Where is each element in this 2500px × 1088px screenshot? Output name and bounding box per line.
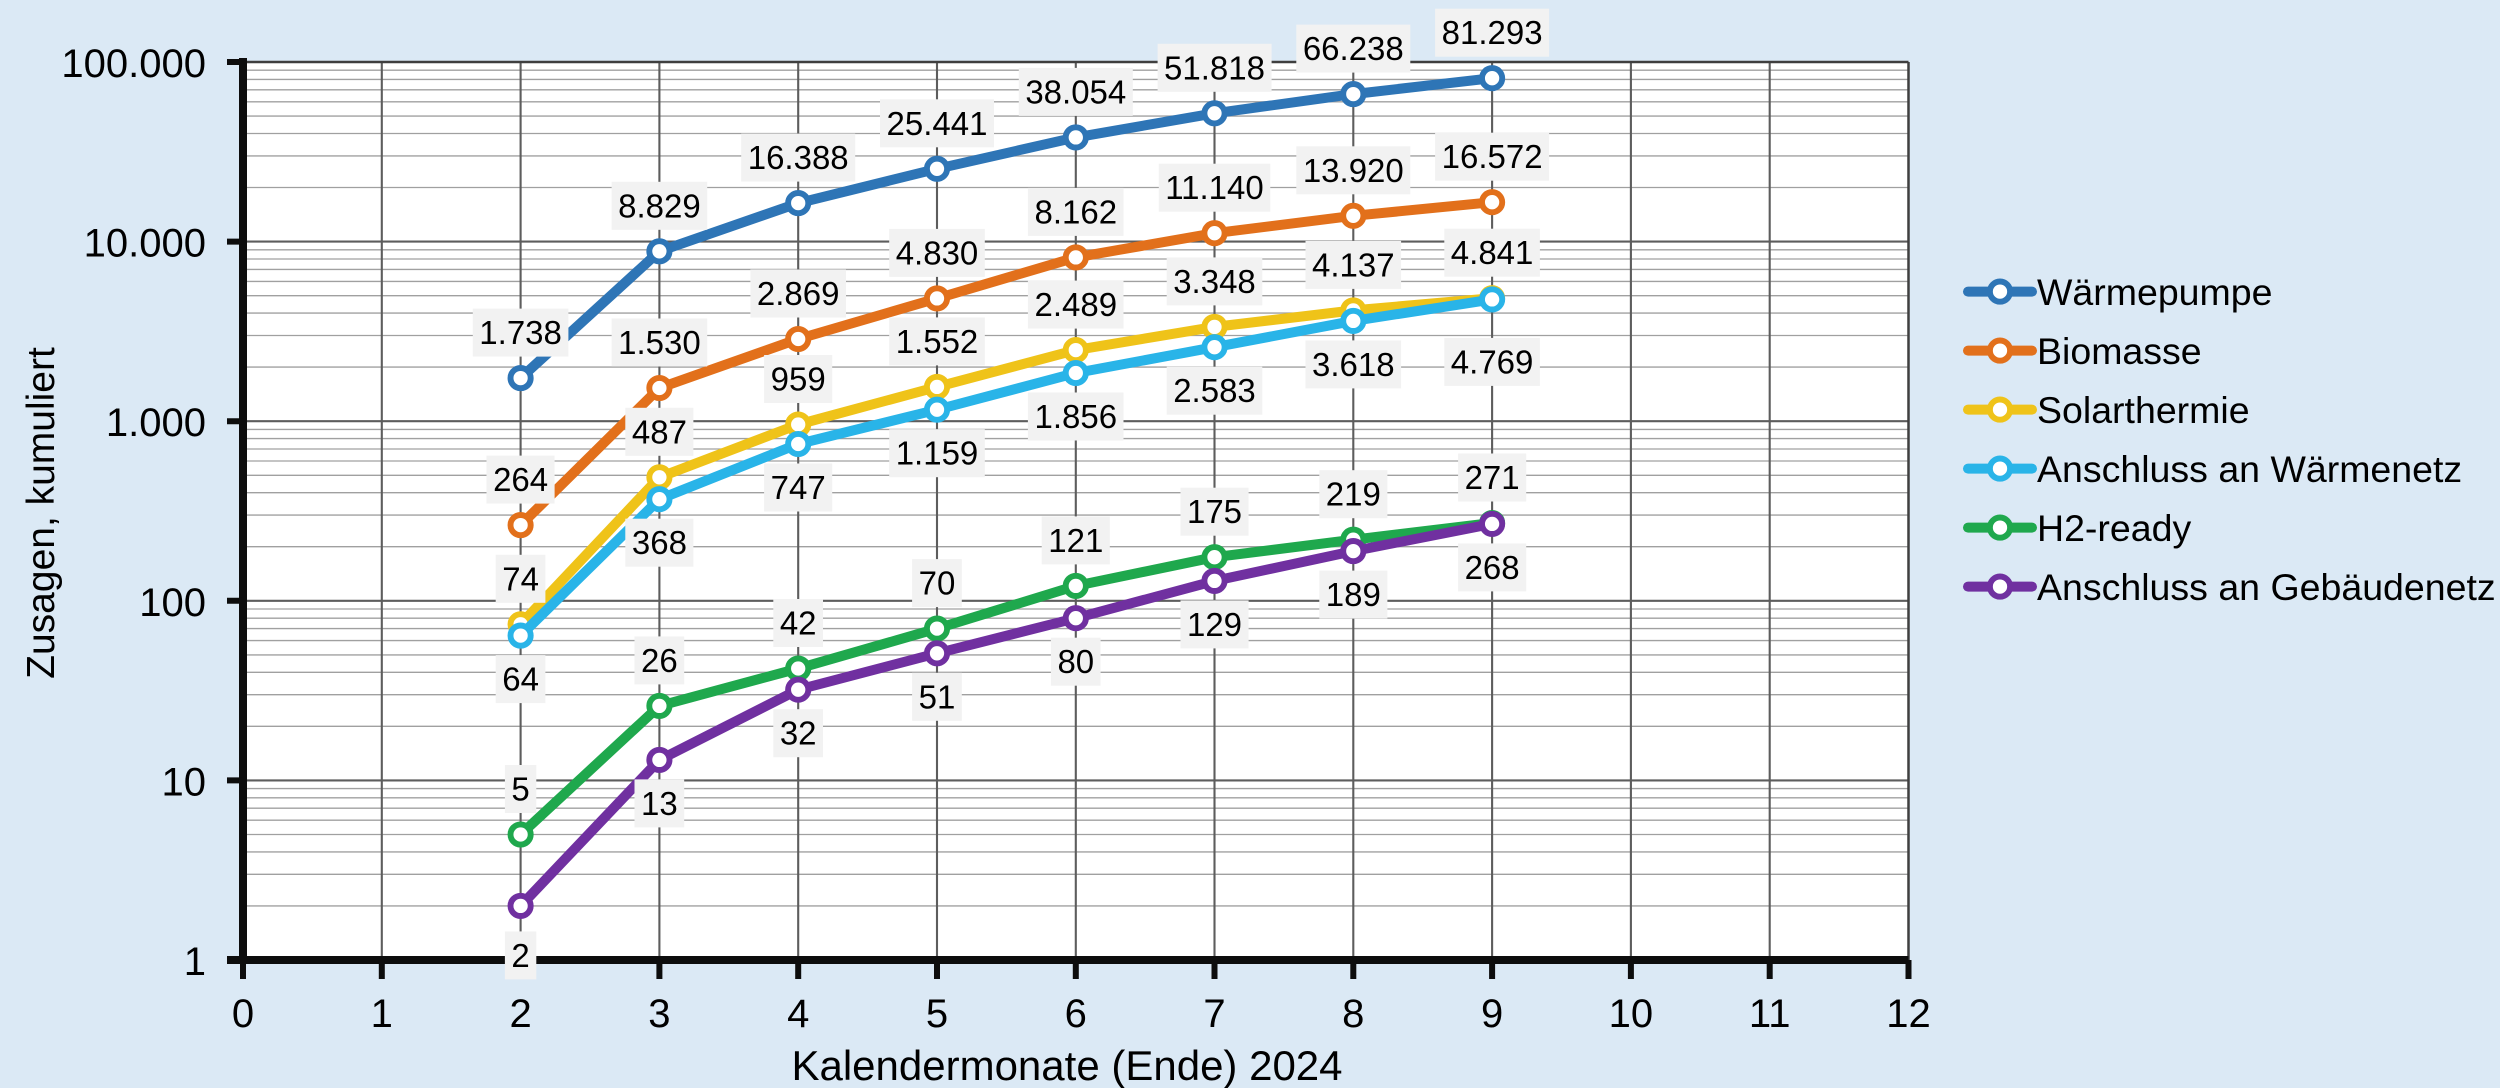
- svg-text:80: 80: [1057, 643, 1094, 680]
- svg-text:25.441: 25.441: [887, 105, 988, 142]
- svg-text:26: 26: [641, 642, 678, 679]
- svg-text:38.054: 38.054: [1025, 73, 1126, 110]
- svg-text:4.830: 4.830: [896, 234, 979, 271]
- svg-text:81.293: 81.293: [1442, 14, 1543, 51]
- svg-text:Zusagen, kumuliert: Zusagen, kumuliert: [20, 347, 63, 679]
- svg-text:70: 70: [919, 565, 956, 602]
- svg-text:1.552: 1.552: [896, 323, 979, 360]
- svg-text:10: 10: [162, 760, 207, 804]
- svg-text:121: 121: [1048, 522, 1103, 559]
- svg-text:4: 4: [787, 992, 809, 1036]
- svg-text:64: 64: [502, 661, 539, 698]
- svg-text:5: 5: [926, 992, 948, 1036]
- svg-text:8: 8: [1342, 992, 1364, 1036]
- svg-text:219: 219: [1326, 476, 1381, 513]
- svg-text:2: 2: [509, 992, 531, 1036]
- svg-text:959: 959: [771, 361, 826, 398]
- svg-text:32: 32: [780, 715, 817, 752]
- svg-text:2.869: 2.869: [757, 275, 840, 312]
- svg-text:1.159: 1.159: [896, 435, 979, 472]
- svg-text:Biomasse: Biomasse: [2037, 330, 2202, 372]
- svg-text:2: 2: [511, 937, 529, 974]
- svg-text:4.137: 4.137: [1312, 246, 1395, 283]
- svg-text:2.583: 2.583: [1173, 372, 1256, 409]
- svg-text:487: 487: [632, 413, 687, 450]
- svg-text:268: 268: [1465, 549, 1520, 586]
- svg-text:368: 368: [632, 524, 687, 561]
- svg-text:Anschluss an Gebäudenetz: Anschluss an Gebäudenetz: [2037, 566, 2496, 608]
- svg-text:271: 271: [1465, 459, 1520, 496]
- svg-text:1.530: 1.530: [618, 324, 701, 361]
- svg-text:1.856: 1.856: [1035, 398, 1118, 435]
- svg-text:9: 9: [1481, 992, 1503, 1036]
- svg-text:129: 129: [1187, 606, 1242, 643]
- svg-text:3.348: 3.348: [1173, 263, 1256, 300]
- svg-text:10: 10: [1609, 992, 1654, 1036]
- svg-text:42: 42: [780, 605, 817, 642]
- svg-text:2.489: 2.489: [1035, 286, 1118, 323]
- svg-text:Anschluss an Wärmenetz: Anschluss an Wärmenetz: [2037, 448, 2462, 490]
- svg-text:16.388: 16.388: [748, 139, 849, 176]
- svg-text:51.818: 51.818: [1164, 49, 1265, 86]
- svg-text:Solarthermie: Solarthermie: [2037, 389, 2250, 431]
- svg-text:0: 0: [232, 992, 254, 1036]
- svg-text:3: 3: [648, 992, 670, 1036]
- svg-text:4.769: 4.769: [1451, 343, 1534, 380]
- svg-text:100: 100: [139, 581, 206, 625]
- svg-text:1: 1: [184, 940, 206, 984]
- svg-text:6: 6: [1065, 992, 1087, 1036]
- svg-text:100.000: 100.000: [61, 42, 206, 86]
- svg-text:13.920: 13.920: [1303, 152, 1404, 189]
- svg-text:7: 7: [1203, 992, 1225, 1036]
- svg-text:11.140: 11.140: [1165, 169, 1263, 206]
- svg-text:11: 11: [1749, 992, 1791, 1036]
- svg-text:264: 264: [493, 461, 548, 498]
- svg-text:1.738: 1.738: [479, 314, 562, 351]
- svg-text:74: 74: [502, 560, 539, 597]
- svg-text:189: 189: [1326, 576, 1381, 613]
- svg-text:13: 13: [641, 785, 678, 822]
- svg-text:175: 175: [1187, 493, 1242, 530]
- svg-text:747: 747: [771, 469, 826, 506]
- svg-text:H2-ready: H2-ready: [2037, 507, 2191, 549]
- svg-text:10.000: 10.000: [84, 222, 206, 266]
- svg-text:66.238: 66.238: [1303, 30, 1404, 67]
- svg-text:8.162: 8.162: [1035, 193, 1118, 230]
- svg-text:1.000: 1.000: [106, 401, 206, 445]
- svg-text:16.572: 16.572: [1442, 138, 1543, 175]
- svg-text:12: 12: [1886, 992, 1931, 1036]
- svg-text:51: 51: [919, 678, 956, 715]
- svg-text:4.841: 4.841: [1451, 234, 1534, 271]
- svg-text:Wärmepumpe: Wärmepumpe: [2037, 271, 2273, 313]
- svg-text:8.829: 8.829: [618, 187, 701, 224]
- svg-text:3.618: 3.618: [1312, 346, 1395, 383]
- svg-text:5: 5: [511, 771, 529, 808]
- svg-text:1: 1: [371, 992, 393, 1036]
- svg-text:Kalendermonate (Ende) 2024: Kalendermonate (Ende) 2024: [791, 1042, 1342, 1088]
